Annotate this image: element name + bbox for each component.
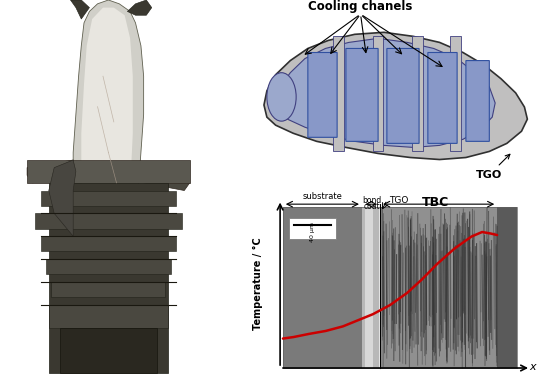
Bar (288, 218, 337, 239)
FancyBboxPatch shape (466, 61, 489, 141)
Bar (379, 207, 380, 368)
Text: Temperature / °C: Temperature / °C (253, 237, 262, 330)
Bar (283, 207, 362, 368)
Text: TBC: TBC (422, 196, 449, 209)
Polygon shape (46, 259, 171, 274)
Polygon shape (60, 328, 157, 373)
Bar (365, 207, 373, 368)
Ellipse shape (267, 73, 296, 121)
Polygon shape (49, 305, 168, 328)
Polygon shape (450, 36, 461, 151)
Polygon shape (333, 36, 344, 151)
Polygon shape (127, 0, 152, 15)
Bar (380, 207, 501, 368)
Polygon shape (141, 168, 190, 190)
Polygon shape (35, 213, 182, 229)
Polygon shape (273, 38, 495, 147)
Polygon shape (81, 8, 133, 240)
Text: TGO: TGO (476, 154, 510, 180)
Text: 40 μm: 40 μm (310, 222, 315, 242)
Polygon shape (70, 0, 89, 19)
Polygon shape (41, 236, 176, 251)
Polygon shape (27, 160, 76, 183)
Bar (497, 207, 517, 368)
Text: substrate: substrate (302, 192, 343, 202)
Polygon shape (373, 36, 383, 151)
Text: bond: bond (362, 196, 382, 205)
FancyBboxPatch shape (346, 48, 378, 141)
Polygon shape (412, 36, 423, 151)
Text: Cooling chanels: Cooling chanels (308, 0, 412, 13)
Text: coat: coat (363, 202, 380, 211)
FancyBboxPatch shape (428, 53, 457, 143)
Polygon shape (27, 160, 190, 183)
Polygon shape (51, 282, 165, 297)
Text: x: x (529, 362, 535, 373)
FancyBboxPatch shape (387, 48, 419, 143)
Polygon shape (41, 190, 176, 206)
FancyBboxPatch shape (308, 53, 337, 137)
Polygon shape (73, 0, 144, 248)
Polygon shape (49, 183, 168, 373)
Bar (362, 207, 379, 368)
Polygon shape (264, 32, 527, 160)
Text: TGO: TGO (389, 196, 408, 205)
Bar (283, 207, 517, 368)
Polygon shape (49, 160, 76, 236)
